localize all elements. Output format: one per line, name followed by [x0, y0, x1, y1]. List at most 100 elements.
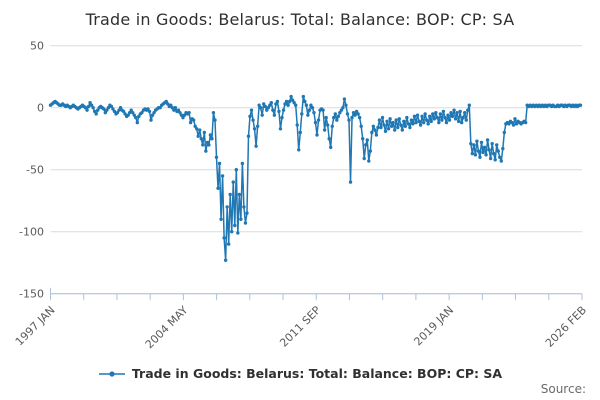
series-point — [421, 120, 426, 125]
series-point — [147, 109, 152, 114]
series-point — [201, 143, 205, 147]
series-point — [351, 110, 356, 115]
series-point — [83, 106, 88, 110]
series-point — [511, 123, 516, 127]
series-point — [117, 108, 121, 112]
x-tick-label: 2026 FEB — [543, 304, 589, 350]
series-point — [347, 118, 351, 122]
series-point — [96, 108, 100, 112]
series-point — [392, 128, 397, 132]
series-point — [348, 180, 353, 184]
series-point — [341, 106, 345, 110]
series-point — [106, 106, 111, 110]
series-point — [193, 124, 197, 128]
series-point — [476, 149, 481, 153]
series-point — [102, 107, 106, 111]
series-point — [265, 108, 269, 112]
series-point — [278, 127, 283, 131]
series-point — [284, 99, 289, 104]
series-point — [309, 103, 313, 107]
series-point — [152, 110, 156, 115]
series-point — [359, 124, 363, 128]
series-point — [321, 108, 325, 112]
series-point — [205, 140, 210, 145]
series-point — [449, 110, 453, 115]
series-point — [217, 161, 222, 166]
series-point — [86, 104, 91, 109]
series-point — [488, 156, 493, 161]
series-point — [412, 114, 417, 119]
series-point — [431, 112, 435, 116]
series-point — [202, 130, 207, 135]
series-point — [405, 115, 409, 120]
series-point — [255, 124, 260, 128]
series-point — [523, 120, 528, 125]
series-point — [353, 113, 357, 117]
series-point — [485, 138, 490, 142]
series-point — [386, 127, 391, 131]
series-point — [402, 119, 406, 124]
series-point — [301, 94, 306, 99]
series-point — [371, 124, 376, 128]
series-point — [121, 109, 126, 114]
series-point — [260, 113, 264, 117]
series-point — [418, 123, 423, 127]
series-point — [179, 113, 184, 117]
series-point — [230, 230, 234, 234]
series-point — [134, 115, 138, 120]
series-point — [409, 118, 414, 122]
series-point — [252, 127, 257, 131]
series-point — [131, 110, 135, 115]
x-tick-label: 2011 SEP — [277, 303, 323, 349]
series-point — [295, 123, 299, 127]
series-point — [461, 115, 465, 120]
series-point — [450, 114, 455, 119]
series-point — [245, 211, 249, 215]
series-point — [354, 109, 359, 114]
series-point — [342, 97, 347, 101]
series-point — [400, 128, 404, 132]
series-point — [105, 108, 109, 112]
series-point — [91, 106, 95, 110]
series-point — [389, 124, 394, 128]
series-point — [176, 108, 181, 112]
series-point — [325, 123, 330, 127]
series-point — [199, 137, 203, 141]
series-point — [146, 107, 150, 111]
y-tick-label: -150 — [19, 288, 44, 301]
series-point — [222, 236, 226, 240]
series-point — [150, 113, 155, 117]
series-point — [118, 106, 123, 110]
series-point — [388, 117, 392, 121]
series-point — [397, 117, 401, 121]
series-point — [339, 108, 344, 112]
series-point — [382, 123, 386, 127]
series-point — [187, 110, 191, 115]
series-point — [290, 98, 295, 102]
series-point — [198, 128, 202, 132]
series-point — [170, 106, 175, 110]
series-point — [356, 112, 360, 116]
chart-title: Trade in Goods: Belarus: Total: Balance:… — [85, 10, 515, 29]
series-point — [173, 106, 178, 110]
series-point — [166, 102, 170, 106]
series-point — [211, 110, 216, 115]
series-point — [88, 101, 92, 105]
series-point — [345, 112, 350, 116]
series-point — [240, 161, 245, 166]
series-point — [243, 221, 248, 225]
series-point — [336, 114, 341, 119]
series-point — [191, 118, 196, 122]
series-point — [283, 102, 287, 106]
series-point — [327, 137, 331, 141]
series-point — [316, 118, 321, 122]
series-point — [169, 103, 173, 107]
series-point — [115, 110, 120, 115]
series-point — [132, 113, 136, 117]
series-point — [473, 153, 478, 157]
series-point — [213, 118, 217, 122]
series-point — [362, 156, 366, 161]
series-point — [182, 113, 187, 117]
source-label: Source: — [540, 382, 586, 396]
series-point — [223, 258, 228, 262]
